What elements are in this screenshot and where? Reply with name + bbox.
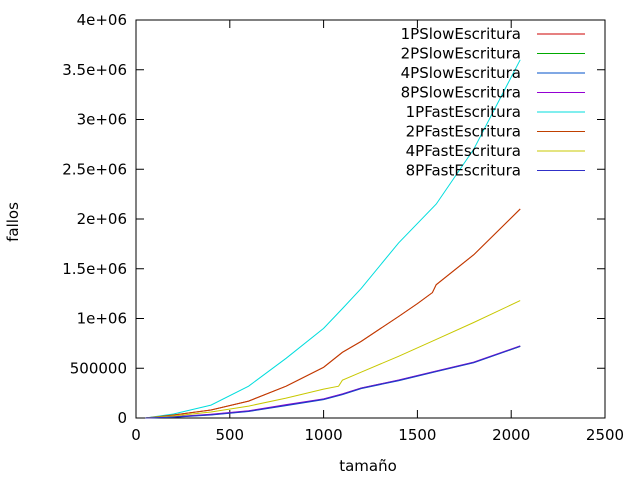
legend-label: 2PFastEscritura — [406, 123, 521, 141]
x-tick-label: 0 — [131, 426, 141, 444]
legend-label: 1PSlowEscritura — [401, 25, 521, 43]
y-tick-label: 3e+06 — [77, 111, 127, 129]
legend-label: 2PSlowEscritura — [401, 45, 521, 63]
x-tick-label: 1500 — [398, 426, 436, 444]
axes: 0 500 1000 1500 2000 2500 0 500000 1e+06 1.5e+06 2… — [62, 11, 624, 444]
plot-frame — [135, 19, 606, 419]
series-line — [145, 345, 521, 419]
x-axis-label: tamaño — [339, 457, 397, 475]
y-tick-label: 2.5e+06 — [62, 160, 127, 178]
x-tick-label: 1000 — [305, 426, 343, 444]
y-tick-label: 0 — [117, 409, 127, 427]
legend-label: 4PSlowEscritura — [401, 64, 521, 82]
x-tick-label: 500 — [215, 426, 244, 444]
legend-label: 4PFastEscritura — [406, 142, 521, 160]
y-tick-label: 1e+06 — [77, 310, 127, 328]
series-line — [145, 300, 521, 419]
legend: 1PSlowEscritura 2PSlowEscritura4PSlowEscr… — [401, 25, 585, 180]
y-tick-label: 500000 — [70, 359, 127, 377]
series-line — [145, 59, 521, 419]
series-line — [145, 208, 521, 419]
y-axis-label: fallos — [4, 202, 22, 242]
y-tick-label: 1.5e+06 — [62, 260, 127, 278]
y-tick-label: 3.5e+06 — [62, 61, 127, 79]
series-lines — [145, 59, 521, 419]
series-line — [145, 208, 521, 419]
legend-label: 1PFastEscritura — [406, 103, 521, 121]
legend-label: 8PFastEscritura — [406, 162, 521, 180]
y-tick-label: 2e+06 — [77, 210, 127, 228]
y-tick-label: 4e+06 — [77, 11, 127, 29]
x-tick-label: 2500 — [586, 426, 624, 444]
legend-label: 8PSlowEscritura — [401, 84, 521, 102]
x-tick-label: 2000 — [492, 426, 530, 444]
